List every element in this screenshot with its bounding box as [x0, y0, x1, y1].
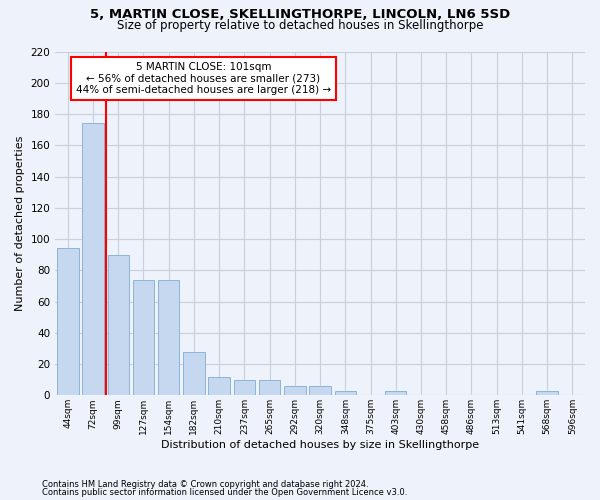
Bar	[208, 376, 230, 396]
Bar	[536, 390, 558, 396]
Text: Contains HM Land Registry data © Crown copyright and database right 2024.: Contains HM Land Registry data © Crown c…	[42, 480, 368, 489]
Text: 5, MARTIN CLOSE, SKELLINGTHORPE, LINCOLN, LN6 5SD: 5, MARTIN CLOSE, SKELLINGTHORPE, LINCOLN…	[90, 8, 510, 20]
Bar	[133, 280, 154, 396]
Text: Contains public sector information licensed under the Open Government Licence v3: Contains public sector information licen…	[42, 488, 407, 497]
Y-axis label: Number of detached properties: Number of detached properties	[15, 136, 25, 311]
Bar	[284, 386, 305, 396]
Bar	[335, 390, 356, 396]
Bar	[385, 390, 406, 396]
X-axis label: Distribution of detached houses by size in Skellingthorpe: Distribution of detached houses by size …	[161, 440, 479, 450]
Text: 5 MARTIN CLOSE: 101sqm
← 56% of detached houses are smaller (273)
44% of semi-de: 5 MARTIN CLOSE: 101sqm ← 56% of detached…	[76, 62, 331, 95]
Bar	[82, 124, 104, 396]
Bar	[183, 352, 205, 396]
Bar	[57, 248, 79, 396]
Bar	[310, 386, 331, 396]
Bar	[158, 280, 179, 396]
Bar	[233, 380, 255, 396]
Text: Size of property relative to detached houses in Skellingthorpe: Size of property relative to detached ho…	[117, 19, 483, 32]
Bar	[259, 380, 280, 396]
Bar	[107, 254, 129, 396]
